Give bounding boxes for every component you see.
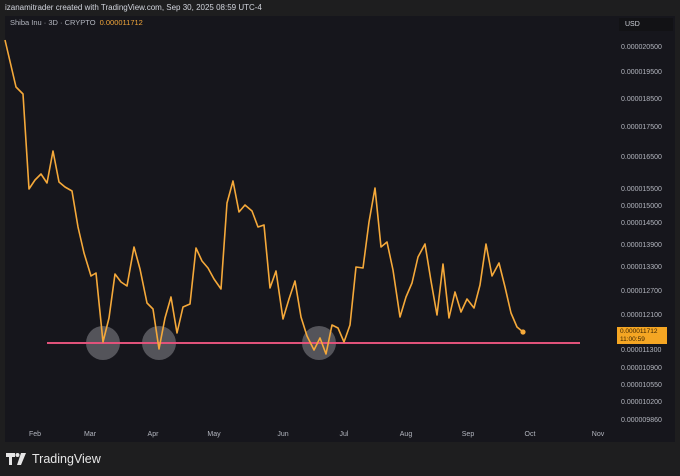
y-tick-label: 0.000019500 [621,69,662,76]
y-tick-label: 0.000020500 [621,44,662,51]
x-tick-label: Jul [339,431,349,438]
x-tick-label: Feb [28,431,42,438]
y-tick-label: 0.000015500 [621,186,662,193]
y-tick-label: 0.000013300 [621,264,662,271]
y-tick-label: 0.000012700 [621,288,662,295]
x-tick-label: Mar [83,431,97,438]
chart-header: izanamitrader created with TradingView.c… [5,3,262,12]
y-tick-label: 0.000018500 [621,96,662,103]
legend-price: 0.000011712 [99,18,143,27]
price-line [4,39,524,355]
x-tick-label: Apr [147,431,159,438]
x-tick-label: Aug [399,431,413,438]
x-tick-label: Sep [461,431,475,438]
x-tick-label: Jun [277,431,289,438]
y-tick-label: 0.000014500 [621,220,662,227]
brand-name: TradingView [32,452,101,466]
y-tick-label: 0.000015000 [621,203,662,210]
chart-frame[interactable] [5,16,675,442]
y-tick-label: 0.000012100 [621,312,662,319]
y-tick-label: 0.000010200 [621,399,662,406]
y-tick-label: 0.000013900 [621,242,662,249]
symbol-label: Shiba Inu · 3D · CRYPTO [10,18,96,27]
last-price-tag: 0.000011712 11:00:59 [617,327,667,344]
footer: TradingView [6,452,101,466]
y-tick-label: 0.000016500 [621,154,662,161]
y-tick-label: 0.000010550 [621,382,662,389]
chart-legend: Shiba Inu · 3D · CRYPTO 0.000011712 [10,18,143,27]
tradingview-logo-icon [6,453,26,465]
x-tick-label: Nov [591,431,605,438]
y-tick-label: 0.000017500 [621,124,662,131]
last-price-value: 0.000011712 [620,328,658,335]
currency-button[interactable]: USD [619,18,673,31]
y-tick-label: 0.000009860 [621,417,662,424]
bar-countdown: 11:00:59 [620,336,645,343]
x-tick-label: Oct [524,431,536,438]
y-tick-label: 0.000010900 [621,365,662,372]
y-tick-label: 0.000011300 [621,347,662,354]
x-tick-label: May [207,431,221,438]
last-price-dot [520,329,526,335]
